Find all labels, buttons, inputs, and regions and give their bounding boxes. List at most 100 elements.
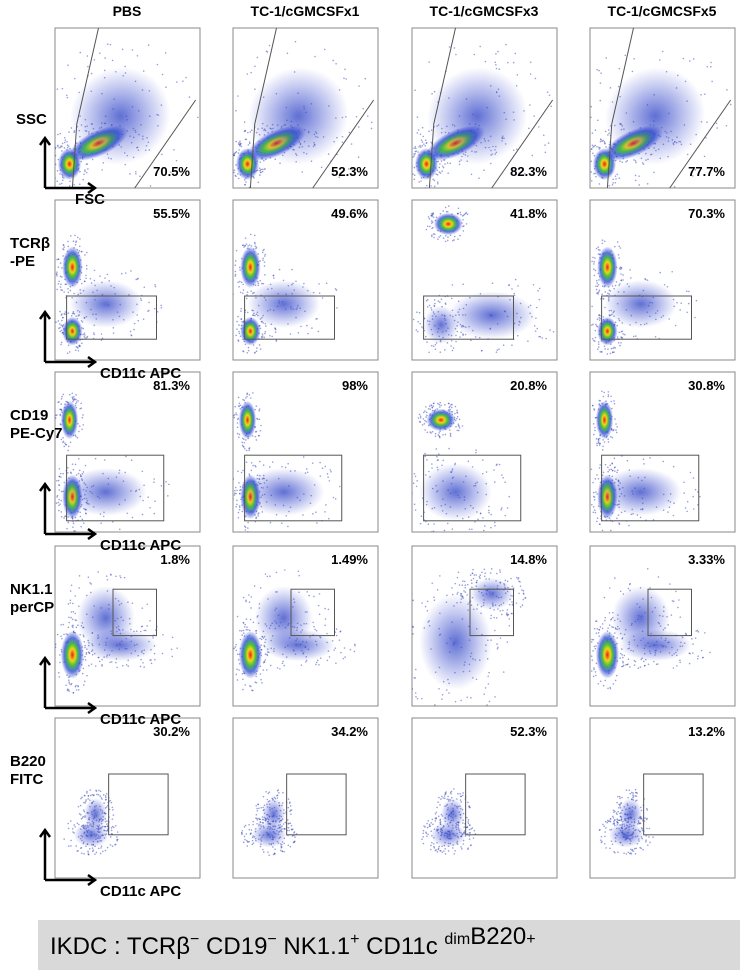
event-dot: [612, 184, 614, 186]
event-dot: [460, 799, 462, 801]
density-blob: [612, 586, 670, 650]
event-dot: [621, 337, 623, 339]
event-dot: [511, 613, 513, 615]
event-dot: [426, 459, 428, 461]
event-dot: [326, 282, 328, 284]
event-dot: [584, 91, 586, 93]
event-dot: [68, 681, 70, 683]
event-dot: [438, 797, 440, 799]
event-dot: [131, 334, 133, 336]
event-dot: [655, 336, 657, 338]
event-dot: [512, 604, 514, 606]
event-dot: [122, 665, 124, 667]
event-dot: [588, 167, 590, 169]
event-dot: [259, 408, 261, 410]
event-dot: [596, 280, 598, 282]
event-dot: [268, 854, 270, 856]
event-dot: [430, 141, 432, 143]
event-dot: [247, 245, 249, 247]
event-dot: [249, 447, 251, 449]
event-dot: [111, 802, 113, 804]
event-dot: [173, 149, 175, 151]
event-dot: [113, 814, 115, 816]
event-dot: [457, 416, 459, 418]
event-dot: [249, 829, 251, 831]
event-dot: [433, 216, 435, 218]
event-dot: [529, 104, 531, 106]
event-dot: [430, 849, 432, 851]
event-dot: [237, 422, 239, 424]
event-dot: [276, 797, 278, 799]
event-dot: [599, 523, 601, 525]
event-dot: [439, 402, 441, 404]
event-dot: [620, 273, 622, 275]
event-dot: [423, 843, 425, 845]
event-dot: [247, 841, 249, 843]
event-dot: [343, 77, 345, 79]
event-dot: [629, 666, 631, 668]
event-dot: [279, 162, 281, 164]
event-dot: [591, 468, 593, 470]
event-dot: [404, 606, 406, 608]
event-dot: [240, 486, 242, 488]
event-dot: [65, 311, 67, 313]
event-dot: [239, 506, 241, 508]
event-dot: [445, 241, 447, 243]
event-dot: [254, 235, 256, 237]
event-dot: [598, 438, 600, 440]
event-dot: [620, 268, 622, 270]
event-dot: [336, 635, 338, 637]
event-dot: [549, 94, 551, 96]
event-dot: [62, 624, 64, 626]
event-dot: [436, 807, 438, 809]
event-dot: [147, 310, 149, 312]
event-dot: [485, 687, 487, 689]
event-dot: [354, 645, 356, 647]
event-dot: [433, 345, 435, 347]
event-dot: [244, 826, 246, 828]
event-dot: [699, 496, 701, 498]
event-dot: [689, 60, 691, 62]
event-dot: [558, 310, 560, 312]
event-dot: [610, 395, 612, 397]
event-dot: [424, 420, 426, 422]
event-dot: [250, 833, 252, 835]
event-dot: [693, 508, 695, 510]
event-dot: [356, 116, 358, 118]
event-dot: [596, 248, 598, 250]
event-dot: [672, 600, 674, 602]
event-dot: [426, 431, 428, 433]
event-dot: [235, 141, 237, 143]
event-dot: [587, 145, 589, 147]
event-dot: [74, 595, 76, 597]
event-dot: [262, 669, 264, 671]
event-dot: [449, 46, 451, 48]
event-dot: [489, 701, 491, 703]
event-dot: [81, 797, 83, 799]
event-dot: [85, 337, 87, 339]
event-dot: [575, 115, 577, 117]
event-dot: [85, 799, 87, 801]
event-dot: [596, 628, 598, 630]
event-dot: [418, 146, 420, 148]
event-dot: [82, 816, 84, 818]
event-dot: [62, 88, 64, 90]
event-dot: [249, 244, 251, 246]
event-dot: [271, 336, 273, 338]
event-dot: [252, 821, 254, 823]
event-dot: [407, 490, 409, 492]
event-dot: [456, 410, 458, 412]
event-dot: [497, 646, 499, 648]
event-dot: [259, 344, 261, 346]
event-dot: [609, 612, 611, 614]
event-dot: [466, 223, 468, 225]
event-dot: [434, 303, 436, 305]
event-dot: [479, 46, 481, 48]
event-dot: [685, 633, 687, 635]
event-dot: [73, 824, 75, 826]
event-dot: [618, 342, 620, 344]
event-dot: [275, 328, 277, 330]
event-dot: [439, 850, 441, 852]
event-dot: [415, 669, 417, 671]
event-dot: [502, 610, 504, 612]
